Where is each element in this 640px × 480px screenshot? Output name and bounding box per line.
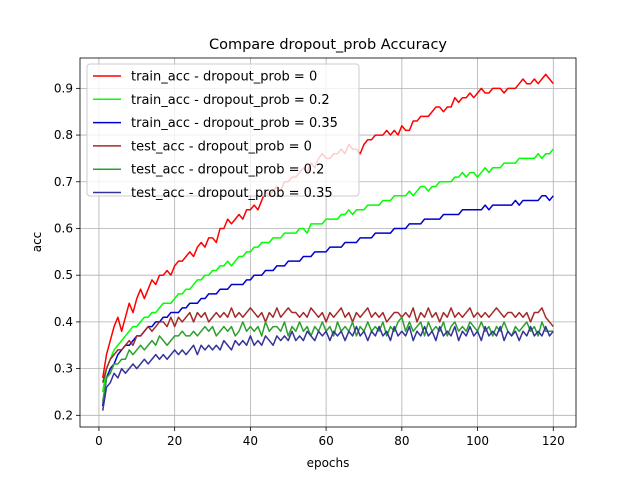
x-tick-label: 20 — [167, 434, 182, 448]
x-tick-label: 40 — [243, 434, 258, 448]
series-line-3 — [101, 195, 554, 407]
series-lines — [101, 73, 554, 411]
x-axis-label: epochs — [307, 456, 350, 470]
legend-label: test_acc - dropout_prob = 0.2 — [131, 163, 324, 178]
legend-label: train_acc - dropout_prob = 0 — [131, 70, 317, 85]
legend-label: test_acc - dropout_prob = 0 — [131, 139, 312, 154]
legend-label: test_acc - dropout_prob = 0.35 — [131, 186, 333, 201]
series-line-2 — [101, 148, 554, 393]
y-tick-label: 0.9 — [54, 81, 73, 95]
legend: train_acc - dropout_prob = 0 train_acc - … — [86, 63, 360, 201]
x-tick-label: 100 — [466, 434, 489, 448]
y-tick-label: 0.6 — [54, 221, 73, 235]
y-tick-label: 0.8 — [54, 128, 73, 142]
chart-title: Compare dropout_prob Accuracy — [209, 37, 447, 53]
y-tick-label: 0.7 — [54, 175, 73, 189]
x-tick-label: 60 — [318, 434, 333, 448]
legend-box — [86, 63, 360, 197]
y-tick-label: 0.2 — [54, 408, 73, 422]
plot-frame — [79, 57, 577, 428]
x-tick-label: 120 — [542, 434, 565, 448]
y-axis-label: acc — [30, 232, 44, 253]
series-line-5 — [101, 316, 554, 402]
series-line-4 — [101, 307, 554, 383]
axis-ticks: 0 20 40 60 80 100 120 0.2 0.3 0.4 0.5 0.6 0.7 0.8 0.9 — [54, 81, 565, 448]
y-tick-label: 0.4 — [54, 315, 73, 329]
x-tick-label: 0 — [95, 434, 103, 448]
y-tick-label: 0.5 — [54, 268, 73, 282]
legend-label: train_acc - dropout_prob = 0.35 — [131, 116, 338, 131]
series-line-6 — [101, 325, 554, 411]
y-tick-label: 0.3 — [54, 362, 73, 376]
x-tick-label: 80 — [394, 434, 409, 448]
legend-label: train_acc - dropout_prob = 0.2 — [131, 93, 330, 108]
